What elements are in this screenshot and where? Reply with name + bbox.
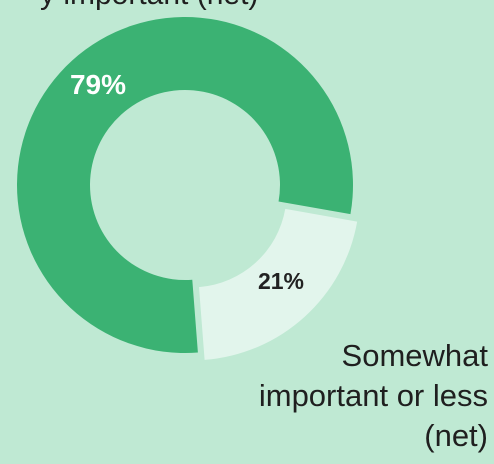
donut-slice-79 [17, 16, 353, 353]
legend-label-somewhat-important: Somewhat important or less (net) [258, 338, 488, 453]
cropped-title-fragment: y important (net) [40, 0, 258, 12]
donut-slice-21 [199, 208, 358, 360]
slice-label-21: 21% [258, 268, 304, 294]
donut-slices [17, 16, 358, 360]
slice-labels: 79% 21% [70, 69, 304, 294]
slice-label-79: 79% [70, 69, 126, 100]
